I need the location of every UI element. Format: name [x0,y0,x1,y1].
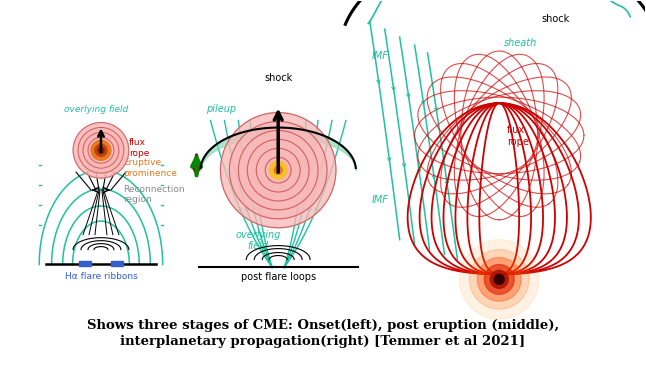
Circle shape [220,113,336,228]
Text: IMF: IMF [372,51,389,61]
Circle shape [83,132,119,168]
Text: sheath: sheath [505,38,537,48]
Text: Eruptive
prominence: Eruptive prominence [123,158,177,178]
Circle shape [256,148,300,192]
Circle shape [269,161,287,179]
Circle shape [494,274,505,284]
Circle shape [93,142,109,158]
Circle shape [78,127,124,173]
Circle shape [484,264,514,294]
Text: Shows three stages of CME: Onset(left), post eruption (middle),: Shows three stages of CME: Onset(left), … [87,319,559,332]
Text: post flare loops: post flare loops [240,273,316,283]
Text: shock: shock [541,14,569,24]
Text: flux
rope: flux rope [129,139,149,158]
Text: flux rope: flux rope [247,188,290,198]
Circle shape [470,250,529,309]
Text: overlying field: overlying field [64,105,128,113]
Circle shape [274,166,282,174]
Text: Reconnection
region: Reconnection region [123,185,185,205]
Bar [111,261,123,266]
Circle shape [88,137,114,163]
Text: IMF: IMF [372,195,389,205]
Circle shape [229,122,327,219]
Text: overlying
field: overlying field [236,230,281,251]
Text: flux
rope: flux rope [507,125,529,147]
Text: pileup: pileup [207,103,236,113]
Circle shape [477,257,521,301]
Text: Hα flare ribbons: Hα flare ribbons [65,273,138,281]
Circle shape [73,122,129,178]
Bar [79,261,91,266]
Circle shape [98,147,104,153]
Circle shape [266,157,291,183]
Circle shape [459,240,539,319]
Circle shape [95,144,107,156]
Text: interplanetary propagation(right) [Temmer et al 2021]: interplanetary propagation(right) [Temme… [120,335,526,348]
Circle shape [238,130,318,210]
Text: shock: shock [264,73,293,83]
Circle shape [91,141,111,160]
Circle shape [490,271,508,288]
Circle shape [247,139,309,201]
